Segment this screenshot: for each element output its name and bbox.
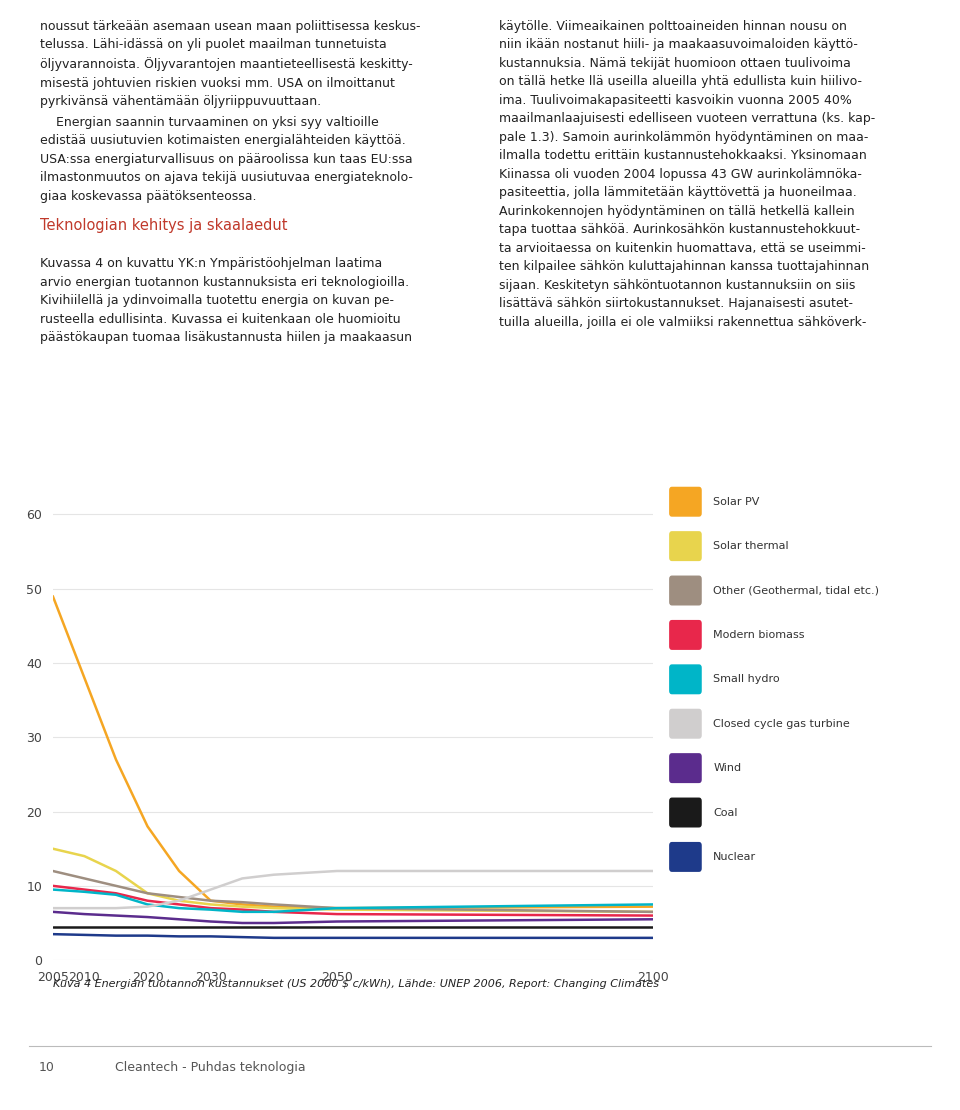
Text: Closed cycle gas turbine: Closed cycle gas turbine (713, 718, 850, 729)
Text: Other (Geothermal, tidal etc.): Other (Geothermal, tidal etc.) (713, 585, 879, 596)
Text: Modern biomass: Modern biomass (713, 629, 804, 640)
Text: 10: 10 (38, 1061, 55, 1074)
Text: Teknologian kehitys ja skaalaedut: Teknologian kehitys ja skaalaedut (40, 218, 288, 233)
Text: Coal: Coal (713, 807, 738, 818)
Text: Kuvassa 4 on kuvattu YK:n Ympäristöohjelman laatima
arvio energian tuotannon kus: Kuvassa 4 on kuvattu YK:n Ympäristöohjel… (40, 258, 413, 344)
Text: Solar PV: Solar PV (713, 496, 759, 507)
Text: Solar thermal: Solar thermal (713, 541, 789, 552)
Text: noussut tärkeään asemaan usean maan poliittisessa keskus-
telussa. Lähi-idässä o: noussut tärkeään asemaan usean maan poli… (40, 20, 420, 109)
Text: Small hydro: Small hydro (713, 674, 780, 685)
Text: Nuclear: Nuclear (713, 851, 756, 862)
Text: Energian saannin turvaaminen on yksi syy valtioille
edistää uusiutuvien kotimais: Energian saannin turvaaminen on yksi syy… (40, 115, 413, 203)
Text: Cleantech - Puhdas teknologia: Cleantech - Puhdas teknologia (115, 1061, 306, 1074)
Text: käytölle. Viimeaikainen polttoaineiden hinnan nousu on
niin ikään nostanut hiili: käytölle. Viimeaikainen polttoaineiden h… (499, 20, 876, 329)
Text: Kuva 4 Energian tuotannon kustannukset (US 2000 $ c/kWh), Lähde: UNEP 2006, Repo: Kuva 4 Energian tuotannon kustannukset (… (53, 979, 659, 989)
Text: Wind: Wind (713, 763, 741, 774)
